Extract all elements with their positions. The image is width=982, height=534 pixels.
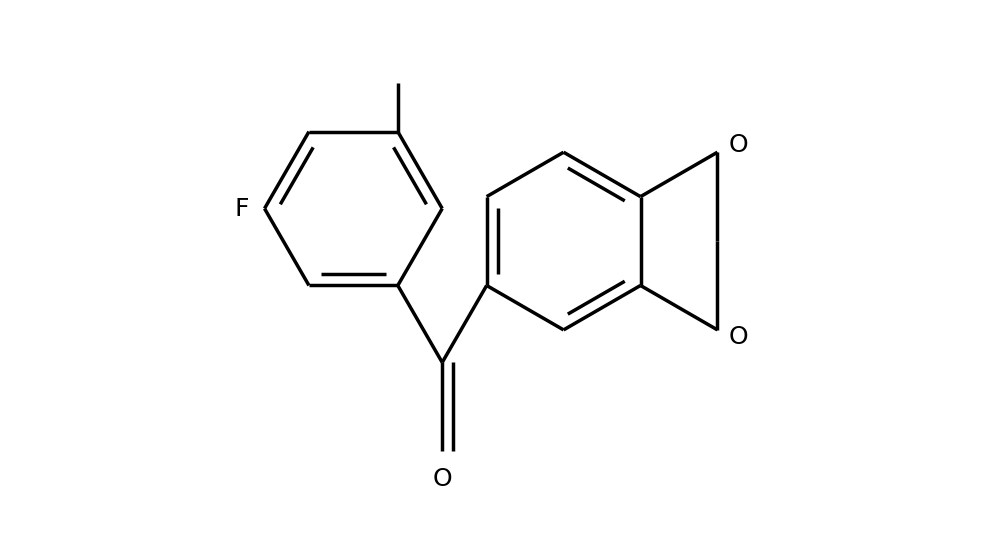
Text: O: O (432, 467, 452, 491)
Text: O: O (728, 133, 747, 157)
Text: F: F (234, 197, 248, 221)
Text: O: O (728, 325, 747, 349)
